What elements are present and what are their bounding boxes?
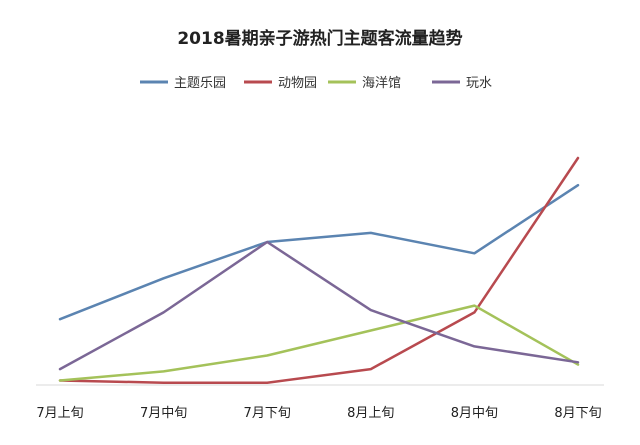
x-tick-label: 8月上旬 [347, 406, 394, 421]
legend-label: 动物园 [278, 76, 317, 91]
x-tick-label: 7月中旬 [140, 406, 187, 421]
x-tick-label: 7月上旬 [36, 406, 83, 421]
legend-label: 主题乐园 [174, 76, 226, 91]
legend-label: 玩水 [466, 76, 492, 91]
legend: 主题乐园 动物园 海洋馆 玩水 [140, 76, 492, 91]
x-tick-label: 8月中旬 [451, 406, 498, 421]
series-layer [58, 156, 580, 384]
series-line-3 [58, 240, 580, 371]
series-line-0 [58, 183, 580, 321]
legend-label: 海洋馆 [362, 76, 401, 91]
legend-item: 主题乐园 [140, 76, 226, 91]
x-tick-label: 8月下旬 [554, 406, 601, 421]
legend-item: 玩水 [432, 76, 492, 91]
legend-item: 海洋馆 [328, 76, 401, 91]
legend-item: 动物园 [244, 76, 317, 91]
x-tick-labels: 7月上旬 7月中旬 7月下旬 8月上旬 8月中旬 8月下旬 [36, 406, 601, 421]
series-line-2 [58, 304, 580, 382]
series-line-1 [58, 156, 580, 384]
x-tick-label: 7月下旬 [244, 406, 291, 421]
chart-title: 2018暑期亲子游热门主题客流量趋势 [177, 28, 462, 49]
